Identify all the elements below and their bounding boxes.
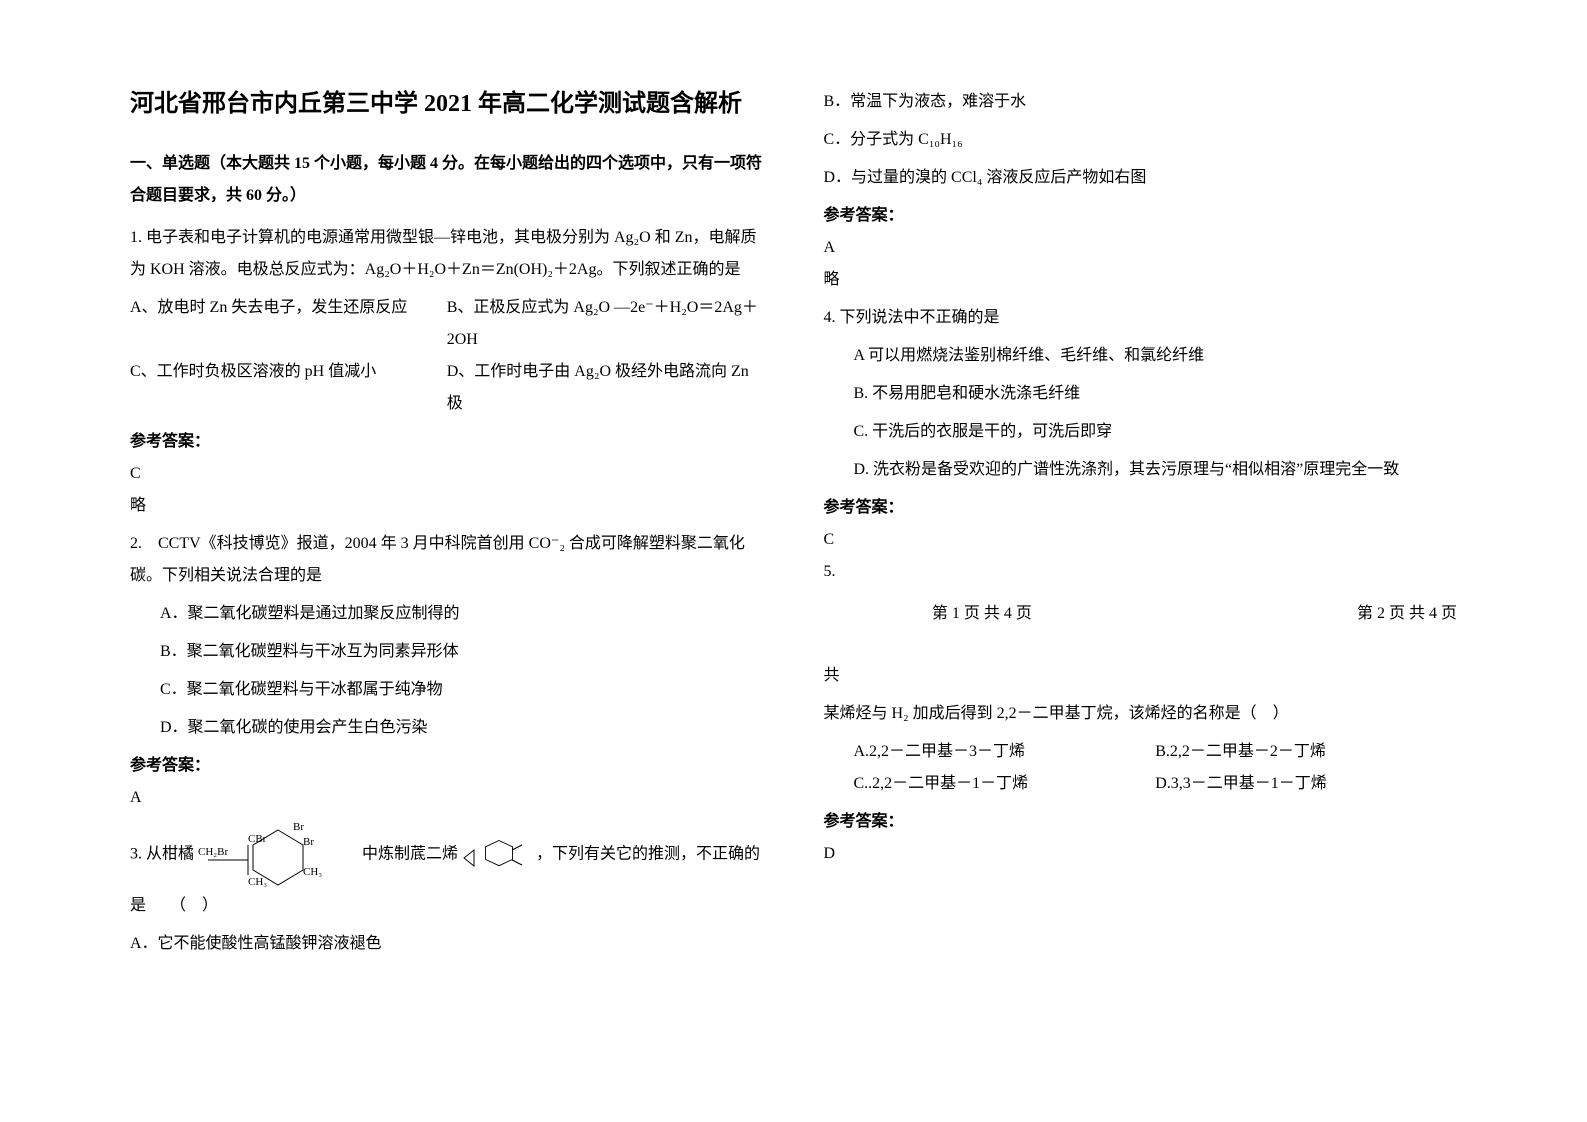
q1-opt-c: C、工作时负极区溶液的 pH 值减小 <box>130 356 447 420</box>
svg-text:Br: Br <box>303 836 314 848</box>
q5-stem: 某烯烃与 H₂ 加成后得到 2,2－二甲基丁烷，该烯烃的名称是（ ） <box>824 698 1458 730</box>
q3-opt-c: C．分子式为 C₁₀H₁₆ <box>824 124 1458 156</box>
q3-mid: 中炼制菧二烯 <box>362 846 458 863</box>
q5-num: 5. <box>824 556 1458 588</box>
q4-opt-a: A 可以用燃烧法鉴别棉纤维、毛纤维、和氯纶纤维 <box>824 340 1458 372</box>
q2-opt-d: D．聚二氧化碳的使用会产生白色污染 <box>130 712 764 744</box>
doc-title: 河北省邢台市内丘第三中学 2021 年高二化学测试题含解析 <box>130 80 764 128</box>
q3-opt-a: A．它不能使酸性高锰酸钾溶液褪色 <box>130 928 764 960</box>
q2-stem: 2. CCTV《科技博览》报道，2004 年 3 月中科院首创用 CO⁻₂ 合成… <box>130 528 764 592</box>
q3-opt-d: D．与过量的溴的 CCl₄ 溶液反应后产物如右图 <box>824 162 1458 194</box>
q4-opt-b: B. 不易用肥皂和硬水洗涤毛纤维 <box>824 378 1458 410</box>
q2-answer: A <box>130 782 764 814</box>
q3-answer-label: 参考答案： <box>824 200 1458 232</box>
q5-opt-a: A.2,2－二甲基－3－丁烯 <box>854 736 1156 768</box>
q1-opt-a: A、放电时 Zn 失去电子，发生还原反应 <box>130 292 447 356</box>
q5-row-cd: C..2,2－二甲基－1－丁烯 D.3,3－二甲基－1－丁烯 <box>824 768 1458 800</box>
stray-gong: 共 <box>824 660 1458 692</box>
q1-answer-label: 参考答案： <box>130 426 764 458</box>
q1-row-ab: A、放电时 Zn 失去电子，发生还原反应 B、正极反应式为 Ag₂O —2e⁻＋… <box>130 292 764 356</box>
q1-answer: C <box>130 458 764 490</box>
left-column: 河北省邢台市内丘第三中学 2021 年高二化学测试题含解析 一、单选题（本大题共… <box>100 80 794 966</box>
q5-answer-label: 参考答案： <box>824 806 1458 838</box>
q2-opt-c: C．聚二氧化碳塑料与干冰都属于纯净物 <box>130 674 764 706</box>
svg-text:CH₂Br: CH₂Br <box>198 846 228 858</box>
section-1-header: 一、单选题（本大题共 15 个小题，每小题 4 分。在每小题给出的四个选项中，只… <box>130 148 764 212</box>
footer-page-2: 第 2 页 共 4 页 <box>1140 598 1457 630</box>
q5-row-ab: A.2,2－二甲基－3－丁烯 B.2,2－二甲基－2－丁烯 <box>824 736 1458 768</box>
svg-text:CH₃: CH₃ <box>303 866 322 878</box>
q4-answer-label: 参考答案： <box>824 492 1458 524</box>
svg-text:CH₃: CH₃ <box>248 876 267 888</box>
q1-row-cd: C、工作时负极区溶液的 pH 值减小 D、工作时电子由 Ag₂O 极经外电路流向… <box>130 356 764 420</box>
q3-pre: 3. 从柑橘 <box>130 846 194 863</box>
svg-text:CBr: CBr <box>248 833 267 845</box>
q5-opt-c: C..2,2－二甲基－1－丁烯 <box>854 768 1156 800</box>
q5-opt-b: B.2,2－二甲基－2－丁烯 <box>1155 736 1457 768</box>
right-column: B．常温下为液态，难溶于水 C．分子式为 C₁₀H₁₆ D．与过量的溴的 CCl… <box>794 80 1488 966</box>
page: 河北省邢台市内丘第三中学 2021 年高二化学测试题含解析 一、单选题（本大题共… <box>0 0 1587 1006</box>
q1-opt-d: D、工作时电子由 Ag₂O 极经外电路流向 Zn 极 <box>447 356 764 420</box>
q1-opt-b: B、正极反应式为 Ag₂O —2e⁻＋H₂O＝2Ag＋2OH <box>447 292 764 356</box>
q3-note: 略 <box>824 264 1458 296</box>
footer-page-1: 第 1 页 共 4 页 <box>824 598 1141 630</box>
q3-answer: A <box>824 232 1458 264</box>
q5-answer: D <box>824 838 1458 870</box>
q5-opt-d: D.3,3－二甲基－1－丁烯 <box>1155 768 1457 800</box>
q2-opt-a: A．聚二氧化碳塑料是通过加聚反应制得的 <box>130 598 764 630</box>
q4-answer: C <box>824 524 1458 556</box>
q4-opt-c: C. 干洗后的衣服是干的，可洗后即穿 <box>824 416 1458 448</box>
q2-answer-label: 参考答案： <box>130 750 764 782</box>
q3-opt-b: B．常温下为液态，难溶于水 <box>824 86 1458 118</box>
q2-opt-b: B．聚二氧化碳塑料与干冰互为同素异形体 <box>130 636 764 668</box>
svg-text:Br: Br <box>293 821 304 833</box>
q3-line: 3. 从柑橘 CH₂Br CBr CH₃ Br Br CH₃ 中炼制菧二烯 <box>130 820 764 922</box>
molecule-2-icon <box>462 839 532 871</box>
q4-opt-d: D. 洗衣粉是备受欢迎的广谱性洗涤剂，其去污原理与“相似相溶”原理完全一致 <box>824 454 1458 486</box>
q4-stem: 4. 下列说法中不正确的是 <box>824 302 1458 334</box>
page-footer: 第 1 页 共 4 页 第 2 页 共 4 页 <box>824 598 1458 630</box>
molecule-1-icon: CH₂Br CBr CH₃ Br Br CH₃ <box>198 820 358 890</box>
q1-note: 略 <box>130 490 764 522</box>
q1-stem: 1. 电子表和电子计算机的电源通常用微型银—锌电池，其电极分别为 Ag₂O 和 … <box>130 222 764 286</box>
